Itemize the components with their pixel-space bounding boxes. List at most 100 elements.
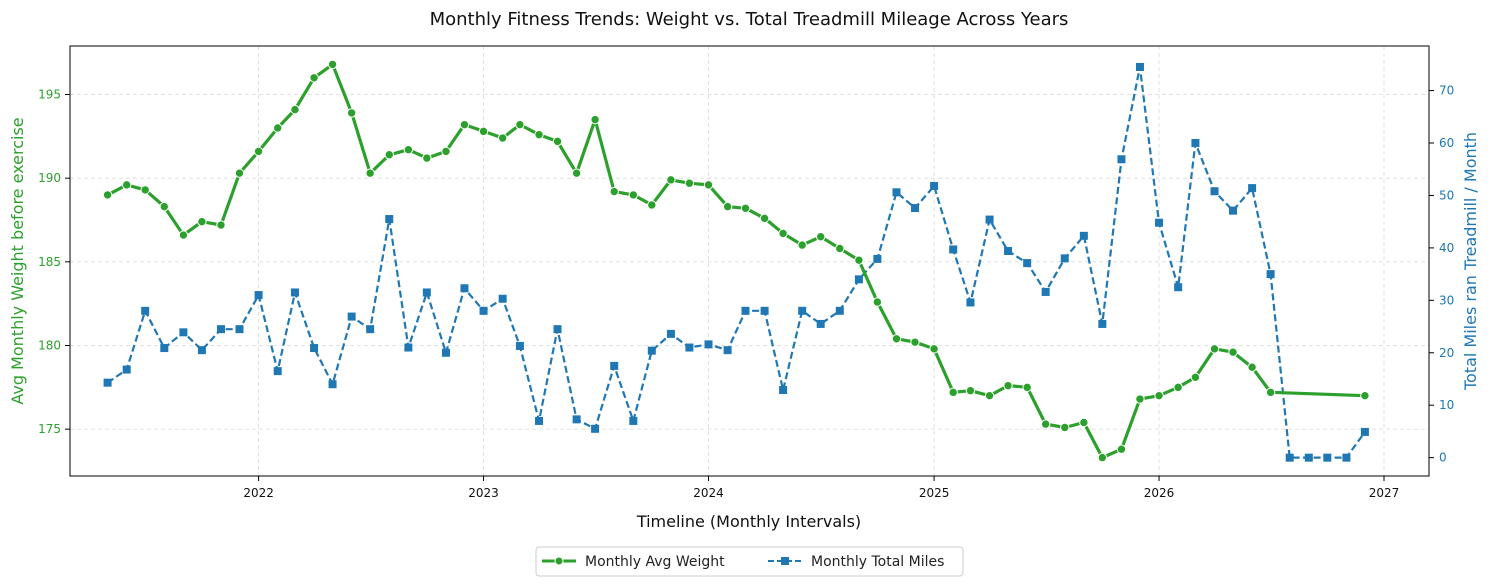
miles-data-point: [798, 306, 807, 315]
miles-data-point: [103, 378, 112, 387]
miles-data-point: [1360, 427, 1369, 436]
miles-data-point: [779, 386, 788, 394]
weight-data-point: [1247, 362, 1257, 372]
miles-data-point: [1174, 283, 1183, 292]
y-left-tick-label: 175: [38, 422, 61, 436]
miles-data-point: [197, 346, 206, 355]
y-right-tick-label: 0: [1439, 451, 1447, 465]
weight-data-point: [1154, 390, 1164, 401]
weight-data-point: [478, 126, 489, 137]
miles-data-point: [290, 288, 299, 297]
legend: Monthly Avg Weight Monthly Total Miles: [535, 546, 964, 577]
weight-data-point: [309, 73, 319, 83]
weight-data-point: [910, 337, 920, 347]
x-tick-label: 2023: [468, 486, 499, 500]
miles-data-point: [254, 291, 263, 300]
miles-data-point: [930, 182, 939, 191]
weight-data-point: [216, 220, 226, 230]
weight-data-point: [384, 150, 394, 160]
miles-data-point: [217, 325, 225, 334]
weight-data-point: [497, 133, 508, 143]
weight-data-point: [948, 387, 958, 398]
weight-data-point: [984, 390, 995, 401]
weight-data-point: [422, 153, 432, 163]
weight-data-point: [571, 168, 582, 178]
miles-data-point: [404, 343, 413, 352]
weight-data-point: [441, 146, 451, 157]
miles-data-point: [873, 254, 882, 263]
weight-data-point: [797, 240, 807, 250]
miles-data-point: [704, 340, 713, 349]
miles-data-point: [816, 319, 825, 328]
weight-data-point: [1135, 394, 1145, 404]
miles-data-point: [460, 284, 469, 293]
x-axis-label: Timeline (Monthly Intervals): [636, 512, 861, 531]
y-right-tick-label: 60: [1439, 136, 1454, 150]
miles-series-line: [106, 65, 1366, 459]
miles-data-point: [160, 344, 169, 353]
weight-data-point: [1228, 347, 1238, 357]
miles-data-point: [1342, 453, 1351, 462]
legend-label-weight: Monthly Avg Weight: [585, 554, 725, 570]
weight-data-point: [891, 334, 902, 344]
weight-data-point: [534, 129, 544, 140]
miles-data-point: [328, 380, 337, 389]
legend-marker-miles: [781, 557, 789, 565]
miles-data-point: [835, 306, 844, 315]
y-right-tick-label: 40: [1439, 241, 1454, 255]
miles-data-point: [1210, 187, 1219, 196]
weight-data-point: [1097, 452, 1108, 463]
miles-data-point: [1155, 218, 1164, 227]
y-left-tick-label: 180: [38, 338, 61, 352]
miles-data-point: [1285, 453, 1294, 462]
miles-data-point: [1191, 139, 1200, 148]
plot-frame: [69, 45, 1430, 477]
grid-lines: [70, 46, 1429, 476]
miles-data-point: [666, 329, 675, 338]
weight-data-point: [647, 200, 657, 210]
weight-data-point: [327, 59, 338, 70]
weight-data-point: [273, 123, 283, 133]
x-tick-label: 2026: [1144, 486, 1175, 500]
miles-data-point: [553, 325, 562, 334]
x-tick-label: 2024: [693, 486, 724, 500]
y-right-tick-label: 50: [1439, 188, 1454, 202]
weight-data-point: [1209, 344, 1220, 354]
miles-data-point: [1229, 206, 1238, 215]
miles-data-point: [1304, 453, 1313, 462]
miles-data-point: [310, 344, 319, 353]
weight-data-point: [609, 186, 619, 197]
weight-data-point: [403, 145, 414, 155]
miles-data-point: [685, 343, 694, 352]
miles-data-point: [610, 361, 619, 370]
miles-data-point: [1023, 259, 1032, 268]
weight-data-point: [140, 185, 150, 195]
miles-data-point: [1135, 62, 1144, 71]
weight-data-point: [590, 114, 600, 125]
miles-data-point: [647, 346, 656, 355]
miles-data-point: [235, 325, 244, 334]
miles-data-point: [422, 288, 431, 297]
weight-data-point: [197, 216, 207, 227]
weight-data-point: [365, 168, 375, 178]
weight-data-point: [1265, 387, 1276, 398]
weight-data-point: [1079, 417, 1089, 428]
chart-title: Monthly Fitness Trends: Weight vs. Total…: [430, 9, 1069, 30]
x-tick-label: 2025: [919, 486, 950, 500]
weight-data-point: [290, 104, 300, 115]
axes: 2022 2023 2024 2025 2026 2027 175 180 185 190 195 0…: [38, 84, 1454, 500]
miles-data-point: [985, 215, 994, 224]
weight-data-point: [159, 201, 169, 212]
miles-data-point: [273, 367, 282, 376]
miles-data-point: [1060, 254, 1069, 263]
weight-data-point: [253, 146, 264, 157]
weight-data-point: [684, 178, 695, 188]
miles-data-point: [479, 306, 488, 315]
weight-data-point: [740, 203, 751, 213]
y-right-tick-label: 70: [1439, 84, 1454, 98]
miles-data-point: [1117, 155, 1126, 164]
miles-series: [103, 62, 1369, 462]
miles-data-point: [179, 328, 188, 337]
